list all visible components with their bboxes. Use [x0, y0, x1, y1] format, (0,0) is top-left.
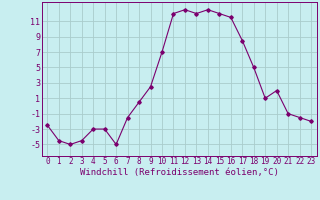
- X-axis label: Windchill (Refroidissement éolien,°C): Windchill (Refroidissement éolien,°C): [80, 168, 279, 177]
